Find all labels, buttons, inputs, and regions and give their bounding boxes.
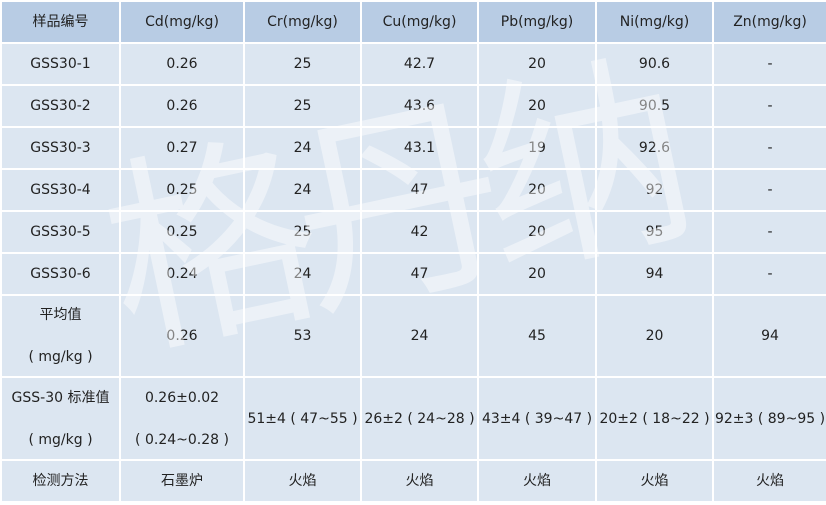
- value-cell: 24: [243, 126, 362, 170]
- value-cell: 42: [360, 210, 479, 254]
- average-cell: 24: [360, 294, 479, 378]
- method-label: 检测方法: [0, 459, 121, 503]
- value-cell: 90.6: [595, 42, 714, 86]
- standard-cell: 43±4 ( 39~47 ): [477, 376, 597, 461]
- value-cell: 43.1: [360, 126, 479, 170]
- value-cell: 25: [243, 210, 362, 254]
- value-cell: -: [712, 252, 826, 296]
- header-cell: Cu(mg/kg): [360, 0, 479, 44]
- standard-cell: 51±4 ( 47~55 ): [243, 376, 362, 461]
- average-cell: 53: [243, 294, 362, 378]
- header-cell: 样品编号: [0, 0, 121, 44]
- value-cell: 0.25: [119, 210, 245, 254]
- table-row: GSS30-4 0.25 24 47 20 92-: [0, 168, 826, 212]
- value-cell: 20: [477, 168, 597, 212]
- value-cell: 20: [477, 84, 597, 128]
- sample-id-cell: GSS30-1: [0, 42, 121, 86]
- table-row: GSS30-6 0.24 24 47 20 94-: [0, 252, 826, 296]
- value-cell: 95: [595, 210, 714, 254]
- sample-id-cell: GSS30-5: [0, 210, 121, 254]
- standard-cell: 92±3 ( 89~95 ): [712, 376, 826, 461]
- value-cell: 92.6: [595, 126, 714, 170]
- standard-label: GSS-30 标准值( mg/kg ): [0, 376, 121, 461]
- value-cell: 0.27: [119, 126, 245, 170]
- standard-cd-cell: 0.26±0.02( 0.24~0.28 ): [119, 376, 245, 461]
- value-cell: 0.24: [119, 252, 245, 296]
- average-cell: 20: [595, 294, 714, 378]
- value-cell: -: [712, 126, 826, 170]
- header-cell: Pb(mg/kg): [477, 0, 597, 44]
- value-cell: -: [712, 42, 826, 86]
- method-cell: 火焰: [243, 459, 362, 503]
- average-cell: 0.26: [119, 294, 245, 378]
- method-cell: 石墨炉: [119, 459, 245, 503]
- standard-row: GSS-30 标准值( mg/kg ) 0.26±0.02( 0.24~0.28…: [0, 376, 826, 461]
- average-row: 平均值( mg/kg ) 0.26 53 24 45 20 94: [0, 294, 826, 378]
- value-cell: 42.7: [360, 42, 479, 86]
- value-cell: 92: [595, 168, 714, 212]
- header-cell: Zn(mg/kg): [712, 0, 826, 44]
- table-row: GSS30-5 0.25 25 42 20 95-: [0, 210, 826, 254]
- value-cell: 24: [243, 252, 362, 296]
- method-cell: 火焰: [360, 459, 479, 503]
- value-cell: 47: [360, 168, 479, 212]
- average-cell: 45: [477, 294, 597, 378]
- sample-id-cell: GSS30-6: [0, 252, 121, 296]
- table-row: GSS30-2 0.26 25 43.6 20 90.5-: [0, 84, 826, 128]
- method-cell: 火焰: [595, 459, 714, 503]
- value-cell: 90.5: [595, 84, 714, 128]
- value-cell: 24: [243, 168, 362, 212]
- sample-id-cell: GSS30-2: [0, 84, 121, 128]
- value-cell: 0.26: [119, 42, 245, 86]
- value-cell: 20: [477, 252, 597, 296]
- table-row: GSS30-3 0.27 24 43.1 19 92.6-: [0, 126, 826, 170]
- value-cell: -: [712, 210, 826, 254]
- value-cell: 19: [477, 126, 597, 170]
- method-cell: 火焰: [712, 459, 826, 503]
- sample-id-cell: GSS30-4: [0, 168, 121, 212]
- value-cell: 0.26: [119, 84, 245, 128]
- value-cell: -: [712, 168, 826, 212]
- method-row: 检测方法 石墨炉 火焰 火焰 火焰 火焰 火焰: [0, 459, 826, 503]
- table-row: GSS30-1 0.26 25 42.7 20 90.6-: [0, 42, 826, 86]
- header-cell: Ni(mg/kg): [595, 0, 714, 44]
- average-label: 平均值( mg/kg ): [0, 294, 121, 378]
- value-cell: 43.6: [360, 84, 479, 128]
- value-cell: 25: [243, 42, 362, 86]
- value-cell: 0.25: [119, 168, 245, 212]
- standard-cell: 20±2 ( 18~22 ): [595, 376, 714, 461]
- header-row: 样品编号 Cd(mg/kg) Cr(mg/kg) Cu(mg/kg) Pb(mg…: [0, 0, 826, 44]
- value-cell: 25: [243, 84, 362, 128]
- value-cell: 20: [477, 210, 597, 254]
- sample-id-cell: GSS30-3: [0, 126, 121, 170]
- header-cell: Cr(mg/kg): [243, 0, 362, 44]
- average-cell: 94: [712, 294, 826, 378]
- value-cell: -: [712, 84, 826, 128]
- header-cell: Cd(mg/kg): [119, 0, 245, 44]
- value-cell: 94: [595, 252, 714, 296]
- value-cell: 20: [477, 42, 597, 86]
- value-cell: 47: [360, 252, 479, 296]
- method-cell: 火焰: [477, 459, 597, 503]
- standard-cell: 26±2 ( 24~28 ): [360, 376, 479, 461]
